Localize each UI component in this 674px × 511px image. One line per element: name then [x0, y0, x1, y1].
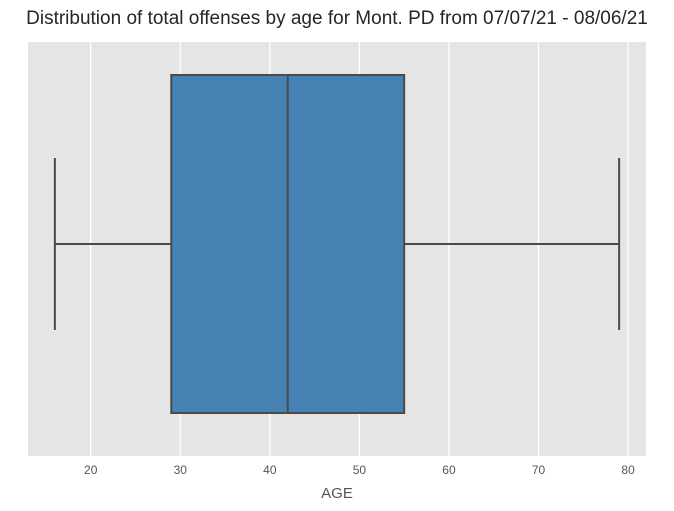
x-axis-label: AGE [321, 485, 353, 502]
x-tick-label-70: 70 [532, 463, 546, 477]
x-tick-label-60: 60 [442, 463, 456, 477]
x-tick-label-30: 30 [174, 463, 188, 477]
x-tick-label-50: 50 [353, 463, 367, 477]
x-axis-ticks: 20 30 40 50 60 70 80 [84, 463, 635, 477]
x-tick-label-80: 80 [621, 463, 635, 477]
x-tick-label-20: 20 [84, 463, 98, 477]
chart-title: Distribution of total offenses by age fo… [26, 8, 648, 29]
box-plot [53, 74, 621, 414]
x-tick-label-40: 40 [263, 463, 277, 477]
